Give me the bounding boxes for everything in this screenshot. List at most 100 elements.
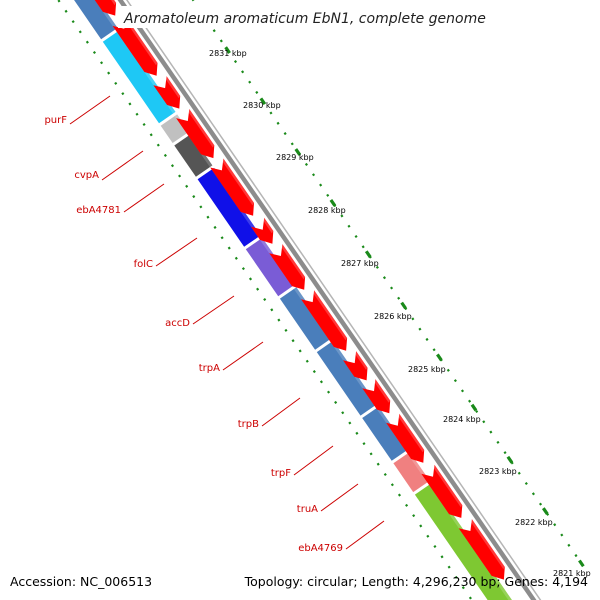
gc-outer-mark bbox=[304, 162, 308, 166]
cds-arrow-highlight bbox=[188, 109, 215, 148]
gc-inner-mark bbox=[383, 472, 387, 477]
gc-inner-mark bbox=[170, 164, 175, 168]
gene-block-folC bbox=[197, 167, 261, 247]
cds-arrow bbox=[343, 351, 368, 381]
title-group: Aromatoleum aromaticum EbN1, complete ge… bbox=[118, 6, 486, 28]
cds-arrow bbox=[112, 16, 158, 76]
gene-block-accD bbox=[245, 237, 295, 297]
gc-outer-mark bbox=[312, 173, 316, 177]
gc-inner-mark bbox=[57, 0, 61, 3]
gc-inner-mark bbox=[78, 30, 82, 34]
gc-inner-mark bbox=[348, 421, 352, 425]
gc-inner-mark bbox=[114, 81, 118, 85]
gc-outer-mark bbox=[503, 451, 507, 455]
cds-arrow bbox=[153, 76, 181, 109]
cds-arrow bbox=[94, 0, 117, 16]
gc-outer-mark bbox=[425, 337, 429, 341]
gene-label-truA: truA bbox=[297, 504, 318, 515]
gc-outer-mark bbox=[241, 70, 245, 74]
cds-arrow-highlight bbox=[281, 244, 306, 280]
cds-arrow bbox=[301, 290, 348, 351]
gene-callout-line bbox=[123, 183, 165, 213]
cds-arrow-highlight bbox=[165, 76, 181, 99]
gc-inner-mark bbox=[142, 123, 146, 127]
gc-outer-mark bbox=[531, 492, 535, 496]
gene-callout-line bbox=[222, 341, 264, 371]
gc-outer-mark bbox=[496, 440, 500, 444]
gc-inner-mark bbox=[163, 153, 167, 157]
backbone-line bbox=[117, 0, 537, 600]
cds-arrow-highlight bbox=[374, 379, 391, 403]
gc-outer-mark bbox=[468, 399, 472, 403]
gene-callout-line bbox=[293, 445, 334, 476]
accession-text: Accession: NC_006513 bbox=[10, 574, 153, 589]
kbp-tick bbox=[224, 46, 231, 54]
gc-inner-mark bbox=[405, 503, 409, 507]
gc-outer-mark bbox=[248, 80, 252, 84]
gc-inner-mark bbox=[199, 205, 203, 209]
gc-inner-mark bbox=[291, 339, 295, 343]
cds-arrow-highlight bbox=[313, 290, 348, 341]
gene-callout-line bbox=[320, 483, 359, 512]
kbp-label: 2824 kbp bbox=[443, 415, 481, 424]
gc-outer-mark bbox=[482, 420, 486, 424]
kbp-tick bbox=[400, 301, 407, 310]
cds-arrow bbox=[176, 109, 215, 159]
gene-block bbox=[74, 0, 118, 40]
gc-inner-mark bbox=[241, 267, 245, 271]
topology-text: Topology: circular; Length: 4,296,230 bp… bbox=[244, 574, 588, 589]
kbp-tick bbox=[578, 559, 585, 568]
kbp-tick bbox=[436, 353, 443, 362]
gc-inner-mark bbox=[412, 514, 416, 518]
cds-arrow bbox=[458, 519, 505, 580]
gc-outer-mark bbox=[382, 276, 386, 280]
backbone-track bbox=[117, 0, 542, 600]
kbp-tick bbox=[470, 403, 478, 412]
map-title: Aromatoleum aromaticum EbN1, complete ge… bbox=[123, 11, 486, 27]
gc-inner-mark bbox=[341, 411, 345, 415]
gc-inner-mark bbox=[71, 20, 75, 24]
gc-inner-mark bbox=[327, 390, 331, 394]
gc-outer-mark bbox=[567, 543, 571, 547]
gene-block-trpB bbox=[316, 340, 377, 416]
gc-outer-mark bbox=[560, 533, 564, 537]
gc-inner-mark bbox=[248, 277, 253, 281]
kbp-label: 2827 kbp bbox=[341, 259, 379, 268]
gene-callout-line bbox=[345, 520, 385, 550]
gc-outer-mark bbox=[191, 0, 195, 2]
gc-outer-mark bbox=[418, 327, 422, 331]
gc-inner-mark bbox=[376, 462, 380, 466]
gc-inner-mark bbox=[178, 174, 182, 178]
cds-arrow bbox=[421, 464, 463, 518]
kbp-label: 2830 kbp bbox=[243, 101, 281, 110]
cds-arrow bbox=[269, 244, 306, 290]
kbp-label: 2826 kbp bbox=[374, 312, 412, 321]
gene-label-cvpA: cvpA bbox=[74, 170, 99, 181]
gc-inner-mark bbox=[390, 483, 394, 487]
gene-label-trpF: trpF bbox=[271, 468, 291, 479]
gene-callout-line bbox=[261, 397, 301, 427]
cds-arrow-highlight bbox=[222, 158, 254, 206]
gene-label-ebA4781: ebA4781 bbox=[76, 205, 121, 216]
gc-inner-mark bbox=[234, 256, 238, 260]
gc-outer-mark bbox=[347, 224, 351, 228]
cds-arrow-highlight bbox=[433, 464, 463, 508]
kbp-tick bbox=[329, 199, 337, 207]
cds-arrow-highlight bbox=[398, 413, 425, 453]
gc-inner-mark bbox=[220, 236, 224, 240]
kbp-tick bbox=[259, 97, 267, 106]
gene-label-accD: accD bbox=[165, 318, 190, 329]
gc-outer-mark bbox=[290, 142, 294, 146]
backbone-line bbox=[125, 0, 542, 600]
gc-inner-mark bbox=[426, 534, 430, 538]
kbp-label: 2831 kbp bbox=[209, 49, 247, 58]
gc-inner-mark bbox=[192, 195, 196, 199]
gc-inner-mark bbox=[92, 50, 96, 55]
gc-inner-mark bbox=[319, 380, 323, 384]
gene-callout-line bbox=[192, 295, 235, 325]
gc-inner-mark bbox=[107, 71, 111, 75]
gene-block-trpF bbox=[362, 406, 409, 461]
gc-inner-track bbox=[57, 0, 472, 600]
kbp-label: 2829 kbp bbox=[276, 153, 314, 162]
gc-inner-mark bbox=[256, 287, 260, 291]
